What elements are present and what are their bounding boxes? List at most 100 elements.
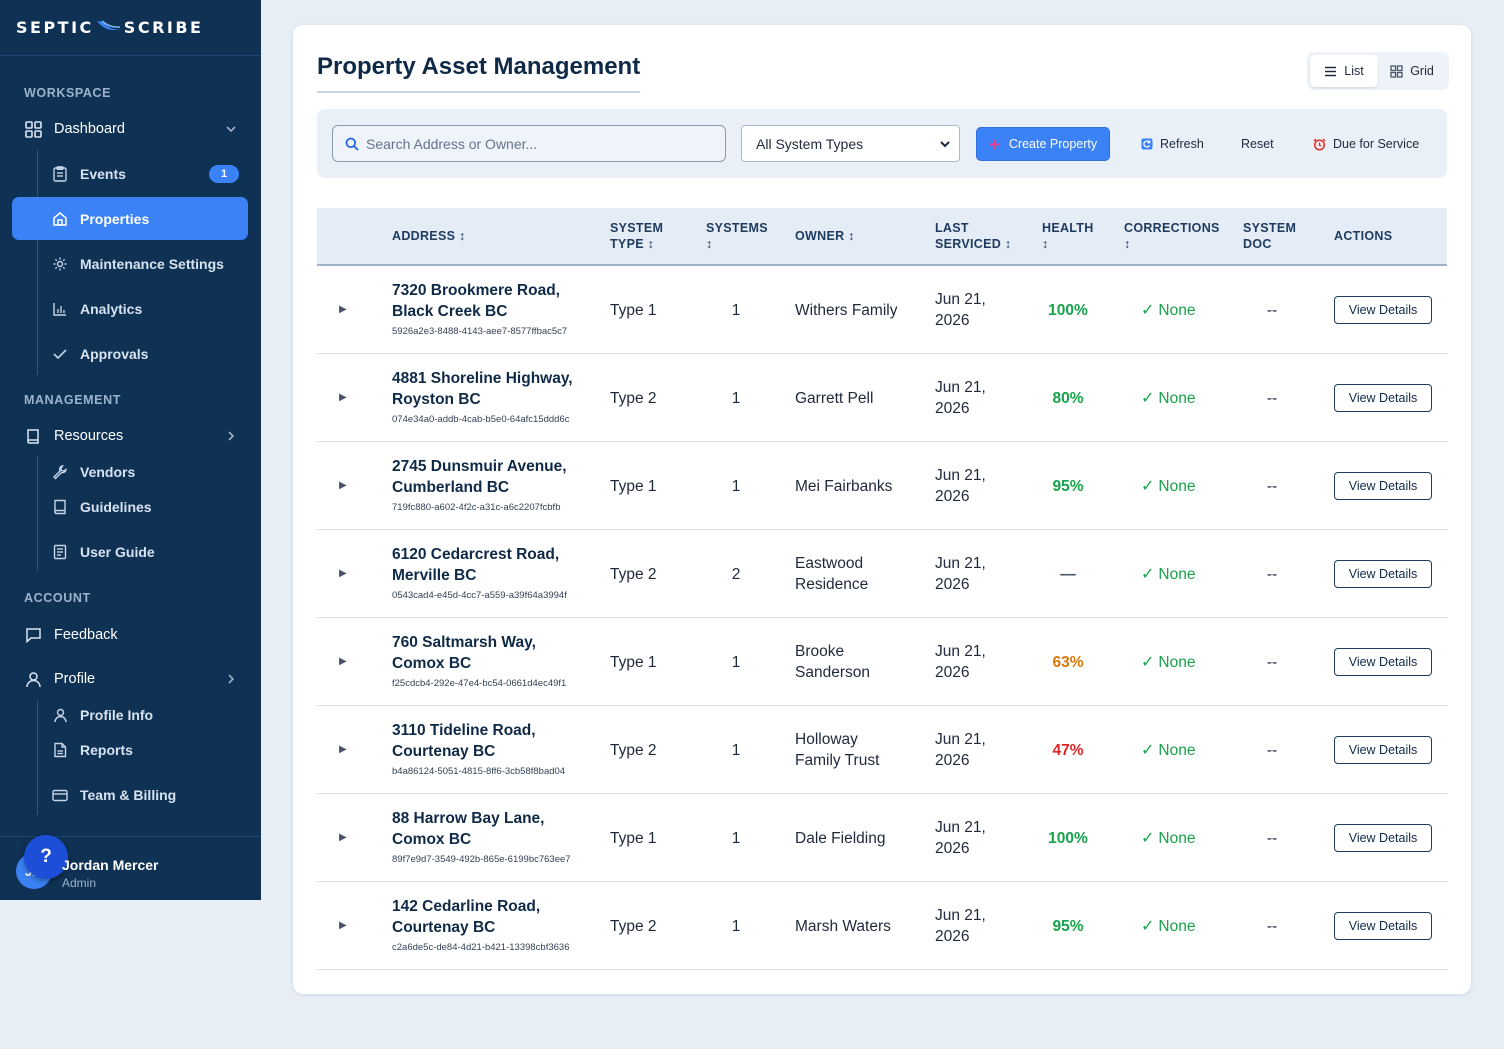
filter-toolbar: All System Types Create Property Refresh…	[317, 109, 1447, 178]
sidebar-item-maintenance-settings[interactable]: Maintenance Settings	[52, 252, 239, 276]
expand-row-icon[interactable]: ▶	[339, 744, 347, 755]
search-input[interactable]	[366, 135, 706, 152]
view-details-button[interactable]: View Details	[1334, 472, 1432, 500]
user-profile-footer[interactable]: JM ? Jordan Mercer Admin	[0, 835, 261, 900]
system-type-cell: Type 1	[610, 829, 657, 847]
sidebar-item-properties[interactable]: Properties	[12, 197, 248, 240]
sidebar-item-dashboard[interactable]: Dashboard	[24, 117, 237, 141]
corrections-cell: ✓ None	[1141, 618, 1195, 706]
column-header-corrections[interactable]: CORRECTIONS ↕	[1124, 208, 1220, 264]
sidebar-item-reports[interactable]: Reports	[52, 738, 239, 762]
view-details-button[interactable]: View Details	[1334, 912, 1432, 940]
due-for-service-button[interactable]: Due for Service	[1313, 127, 1419, 161]
chevron-right-icon[interactable]	[225, 673, 237, 685]
view-details-button[interactable]: View Details	[1334, 560, 1432, 588]
system-type-select[interactable]: All System Types	[741, 125, 960, 162]
list-view-button[interactable]: List	[1310, 55, 1378, 87]
help-button[interactable]: ?	[24, 835, 68, 879]
column-header-last-serviced[interactable]: LAST SERVICED ↕	[935, 208, 1011, 264]
view-details-button[interactable]: View Details	[1334, 384, 1432, 412]
user-role: Admin	[62, 876, 97, 890]
reset-button[interactable]: Reset	[1241, 127, 1274, 161]
sidebar-item-guidelines[interactable]: Guidelines	[52, 495, 239, 519]
address-line-1: 7320 Brookmere Road,	[392, 282, 560, 299]
app-logo[interactable]: SEPTIC SCRIBE	[0, 0, 261, 56]
bar-chart-icon	[52, 301, 68, 317]
sidebar-item-team-billing[interactable]: Team & Billing	[52, 783, 239, 807]
table-row[interactable]: ▶ 142 Cedarline Road, Courtenay BC c2a6d…	[317, 882, 1447, 970]
systems-count-cell: 1	[731, 389, 741, 407]
property-id: 074e34a0-addb-4cab-b5e0-64afc15ddd6c	[392, 414, 570, 425]
table-header: ADDRESS ↕ SYSTEM TYPE ↕ SYSTEMS ↕ OWNER ↕ …	[317, 208, 1447, 266]
column-header-health[interactable]: HEALTH ↕	[1042, 208, 1094, 264]
create-property-button[interactable]: Create Property	[976, 127, 1110, 161]
systems-count-cell: 1	[731, 477, 741, 495]
view-details-button[interactable]: View Details	[1334, 736, 1432, 764]
system-doc-cell: --	[1266, 741, 1278, 759]
table-row[interactable]: ▶ 4881 Shoreline Highway, Royston BC 074…	[317, 354, 1447, 442]
last-serviced-cell: Jun 21, 2026	[935, 706, 986, 794]
address-line-2: Comox BC	[392, 655, 472, 672]
expand-row-icon[interactable]: ▶	[339, 832, 347, 843]
expand-row-icon[interactable]: ▶	[339, 920, 347, 931]
refresh-button[interactable]: Refresh	[1141, 127, 1204, 161]
sidebar-item-profile-info[interactable]: Profile Info	[52, 703, 239, 727]
date-line-2: 2026	[935, 664, 970, 681]
submenu-guide-line	[37, 456, 38, 571]
user-icon	[52, 707, 68, 723]
section-label-workspace: WORKSPACE	[24, 86, 112, 100]
wrench-icon	[52, 464, 68, 480]
column-header-system-type[interactable]: SYSTEM TYPE ↕	[610, 208, 663, 264]
sidebar-item-events[interactable]: Events 1	[52, 162, 239, 186]
sidebar-item-resources[interactable]: Resources	[24, 424, 237, 448]
view-details-button[interactable]: View Details	[1334, 648, 1432, 676]
owner-cell: Garrett Pell	[795, 354, 925, 442]
column-header-systems[interactable]: SYSTEMS ↕	[706, 208, 768, 264]
section-label-account: ACCOUNT	[24, 591, 91, 605]
corrections-cell: ✓ None	[1141, 354, 1195, 442]
owner-line-1: Marsh Waters	[795, 917, 891, 935]
table-row[interactable]: ▶ 6120 Cedarcrest Road, Merville BC 0543…	[317, 530, 1447, 618]
address-cell: 4881 Shoreline Highway, Royston BC 074e3…	[392, 368, 592, 425]
column-header-owner[interactable]: OWNER ↕	[795, 208, 855, 264]
table-row[interactable]: ▶ 2745 Dunsmuir Avenue, Cumberland BC 71…	[317, 442, 1447, 530]
sidebar-item-approvals[interactable]: Approvals	[52, 342, 239, 366]
book-icon	[52, 499, 68, 515]
column-header-address[interactable]: ADDRESS ↕	[392, 208, 466, 264]
refresh-icon	[1141, 138, 1153, 150]
expand-row-icon[interactable]: ▶	[339, 568, 347, 579]
table-row[interactable]: ▶ 7320 Brookmere Road, Black Creek BC 59…	[317, 266, 1447, 354]
refresh-label: Refresh	[1160, 137, 1204, 151]
sidebar-item-vendors[interactable]: Vendors	[52, 460, 239, 484]
date-line-1: Jun 21,	[935, 291, 986, 308]
sidebar: SEPTIC SCRIBE WORKSPACE Dashboard Events…	[0, 0, 261, 900]
properties-table: ADDRESS ↕ SYSTEM TYPE ↕ SYSTEMS ↕ OWNER ↕ …	[317, 208, 1447, 970]
sidebar-item-user-guide[interactable]: User Guide	[52, 540, 239, 564]
systems-count-cell: 2	[731, 565, 741, 583]
view-details-button[interactable]: View Details	[1334, 824, 1432, 852]
expand-row-icon[interactable]: ▶	[339, 392, 347, 403]
sidebar-item-analytics[interactable]: Analytics	[52, 297, 239, 321]
table-row[interactable]: ▶ 3110 Tideline Road, Courtenay BC b4a86…	[317, 706, 1447, 794]
header-label: SYSTEM	[610, 221, 664, 235]
grid-view-button[interactable]: Grid	[1378, 55, 1446, 87]
date-line-1: Jun 21,	[935, 467, 986, 484]
sidebar-item-feedback[interactable]: Feedback	[24, 623, 237, 647]
address-cell: 760 Saltmarsh Way, Comox BC f25cdcb4-292…	[392, 632, 592, 689]
health-cell: 80%	[1052, 389, 1084, 407]
owner-cell: Withers Family	[795, 266, 925, 354]
search-box[interactable]	[332, 125, 726, 162]
view-details-button[interactable]: View Details	[1334, 296, 1432, 324]
sidebar-item-profile[interactable]: Profile	[24, 667, 237, 691]
chevron-right-icon[interactable]	[225, 430, 237, 442]
expand-row-icon[interactable]: ▶	[339, 656, 347, 667]
table-row[interactable]: ▶ 760 Saltmarsh Way, Comox BC f25cdcb4-2…	[317, 618, 1447, 706]
expand-row-icon[interactable]: ▶	[339, 480, 347, 491]
expand-row-icon[interactable]: ▶	[339, 304, 347, 315]
column-header-system-doc: SYSTEM DOC	[1243, 208, 1296, 264]
property-id: 5926a2e3-8488-4143-aee7-8577ffbac5c7	[392, 326, 568, 337]
checkmark-icon: ✓	[1141, 301, 1155, 319]
corrections-value: None	[1158, 565, 1196, 583]
table-row[interactable]: ▶ 88 Harrow Bay Lane, Comox BC 89f7e9d7-…	[317, 794, 1447, 882]
chevron-down-icon[interactable]	[225, 123, 237, 135]
